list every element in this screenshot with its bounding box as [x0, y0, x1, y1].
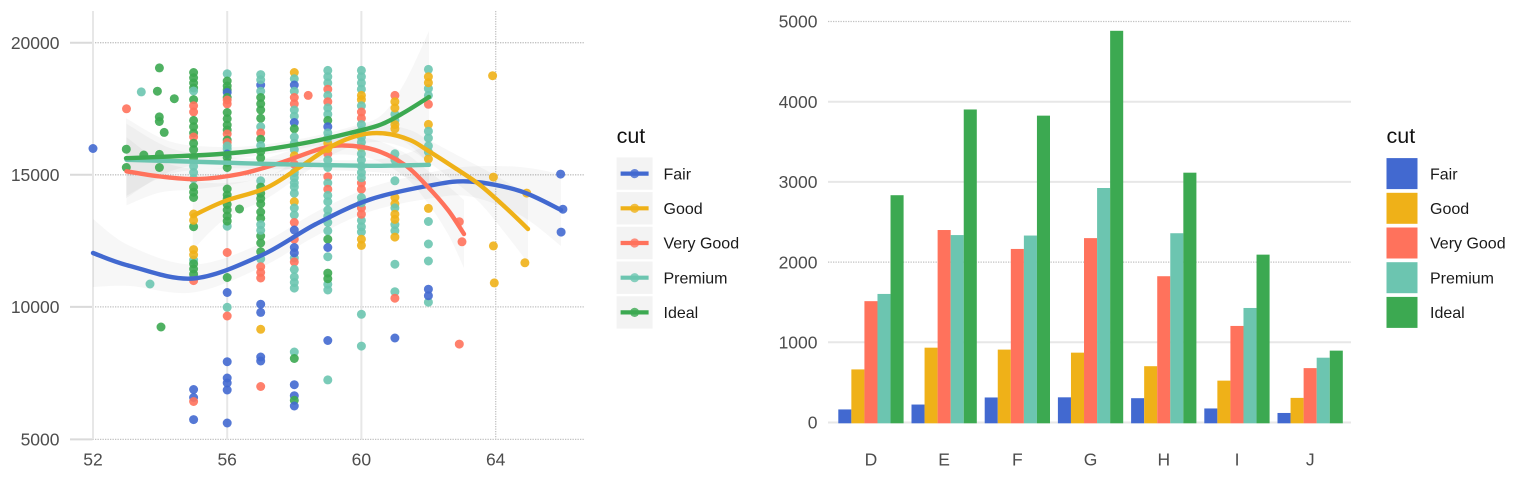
svg-text:Good: Good [1430, 201, 1469, 218]
svg-text:F: F [1012, 449, 1023, 469]
svg-text:Premium: Premium [664, 270, 728, 287]
svg-text:J: J [1306, 449, 1315, 469]
svg-text:Ideal: Ideal [664, 305, 699, 322]
svg-text:15000: 15000 [11, 165, 60, 185]
svg-text:Fair: Fair [1430, 166, 1458, 183]
svg-text:10000: 10000 [11, 297, 60, 317]
svg-text:56: 56 [217, 449, 236, 469]
svg-text:60: 60 [352, 449, 372, 469]
svg-text:Good: Good [664, 201, 703, 218]
svg-text:3000: 3000 [779, 172, 818, 192]
svg-text:64: 64 [486, 449, 506, 469]
svg-text:E: E [938, 449, 950, 469]
svg-text:Very Good: Very Good [664, 236, 740, 253]
svg-text:Very Good: Very Good [1430, 236, 1506, 253]
svg-text:4000: 4000 [779, 92, 818, 112]
svg-text:2000: 2000 [779, 252, 818, 272]
svg-text:Premium: Premium [1430, 270, 1494, 287]
svg-text:0: 0 [808, 413, 818, 433]
svg-text:I: I [1235, 449, 1240, 469]
svg-text:cut: cut [1387, 124, 1416, 148]
svg-text:52: 52 [83, 449, 102, 469]
svg-text:D: D [865, 449, 878, 469]
svg-text:1000: 1000 [779, 333, 818, 353]
svg-text:Fair: Fair [664, 166, 692, 183]
svg-text:H: H [1157, 449, 1170, 469]
svg-text:G: G [1084, 449, 1098, 469]
svg-text:20000: 20000 [11, 33, 60, 53]
svg-text:cut: cut [617, 124, 646, 148]
svg-text:5000: 5000 [21, 430, 60, 450]
svg-text:5000: 5000 [779, 12, 818, 32]
svg-text:Ideal: Ideal [1430, 305, 1465, 322]
